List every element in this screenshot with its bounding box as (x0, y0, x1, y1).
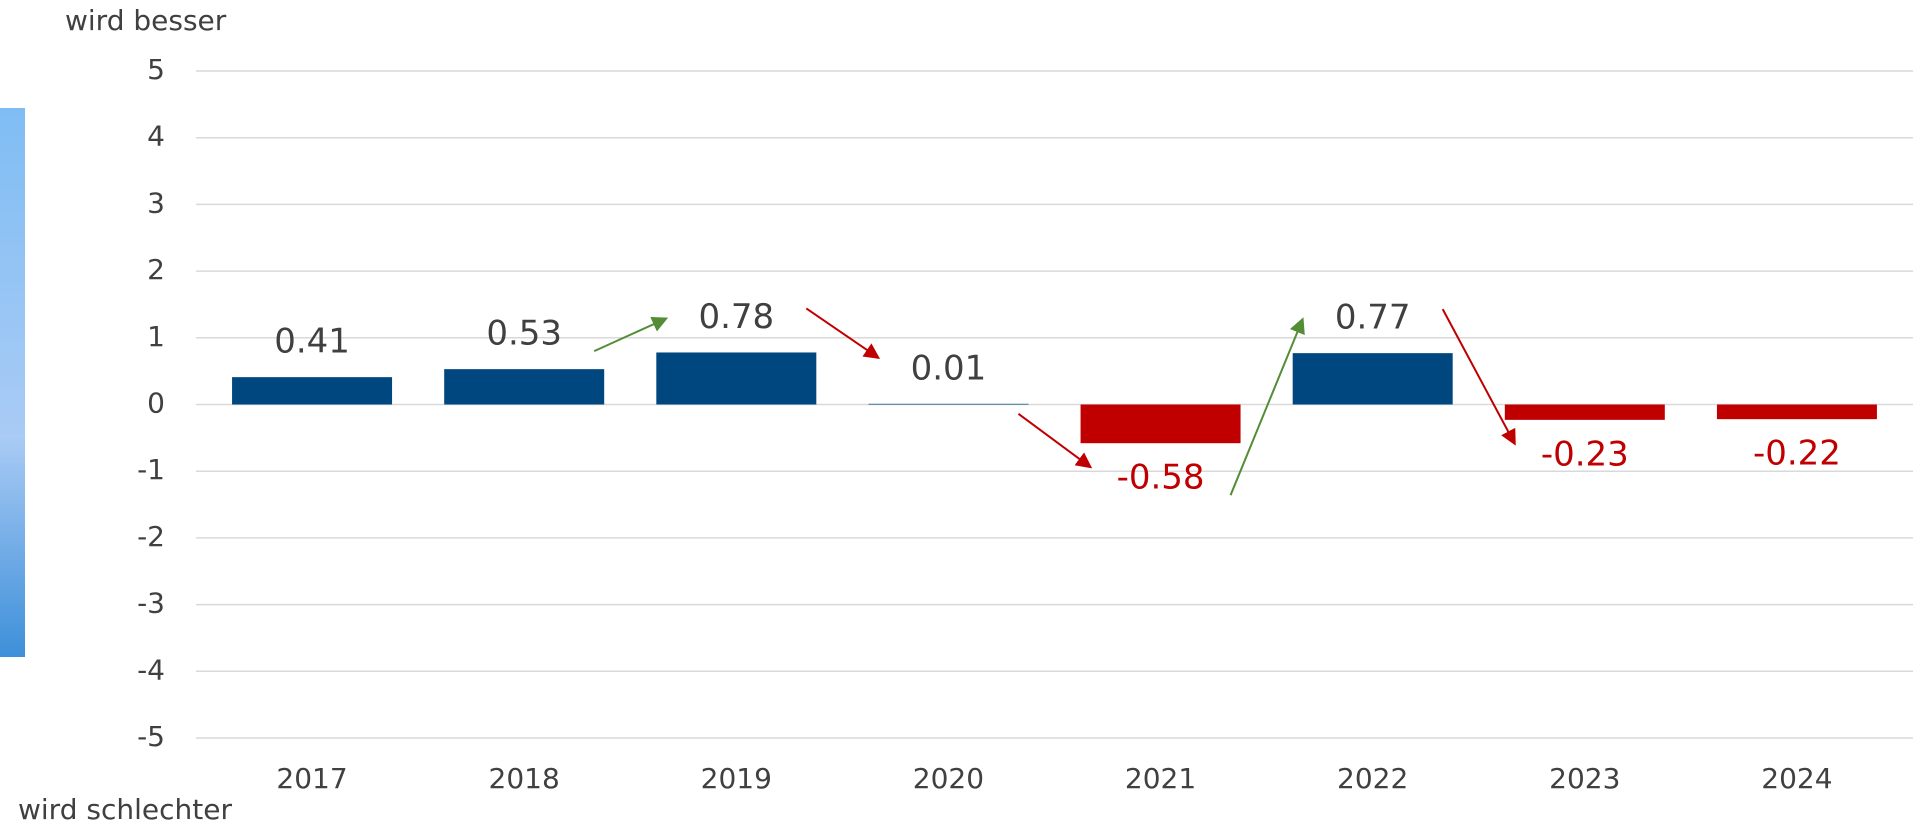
bar (232, 377, 393, 405)
bar (1716, 404, 1877, 420)
bottom-label: wird schlechter (18, 793, 232, 822)
top-label: wird besser (65, 4, 227, 37)
y-tick-label: 1 (147, 320, 165, 353)
x-tick-label: 2022 (1337, 762, 1408, 795)
x-tick-label: 2023 (1549, 762, 1620, 795)
bar (1292, 353, 1453, 405)
y-tick-label: 2 (147, 253, 165, 286)
y-tick-label: -5 (137, 720, 165, 753)
y-tick-label: -4 (137, 653, 165, 686)
value-label: -0.58 (1117, 458, 1205, 498)
x-tick-label: 2024 (1761, 762, 1832, 795)
y-tick-label: 4 (147, 120, 165, 153)
trend-arrow (1017, 413, 1093, 469)
y-tick-label: 0 (147, 387, 165, 420)
value-label: -0.22 (1753, 434, 1841, 474)
x-tick-label: 2021 (1125, 762, 1196, 795)
value-label: 0.41 (274, 322, 350, 362)
y-tick-label: 3 (147, 186, 165, 219)
y-tick-label: 5 (147, 53, 165, 86)
trend-arrow (593, 316, 669, 353)
bar (1080, 404, 1241, 444)
x-tick-label: 2018 (489, 762, 560, 795)
x-tick-label: 2020 (913, 762, 984, 795)
x-tick-label: 2017 (276, 762, 347, 795)
y-tick-label: -1 (137, 453, 165, 486)
value-label: 0.01 (911, 348, 987, 388)
trend-arrow (805, 307, 881, 359)
bar (444, 369, 605, 405)
side-image (0, 108, 25, 657)
value-label: -0.23 (1541, 434, 1629, 474)
value-label: 0.78 (698, 297, 774, 337)
trend-arrow (1229, 317, 1305, 496)
bar (1504, 404, 1665, 420)
value-label: 0.77 (1335, 298, 1411, 338)
bar (656, 352, 817, 405)
trend-arrow (1441, 308, 1516, 446)
bar (868, 403, 1029, 405)
x-tick-label: 2019 (701, 762, 772, 795)
value-label: 0.53 (486, 314, 562, 354)
y-tick-label: -2 (137, 520, 165, 553)
y-tick-label: -3 (137, 587, 165, 620)
